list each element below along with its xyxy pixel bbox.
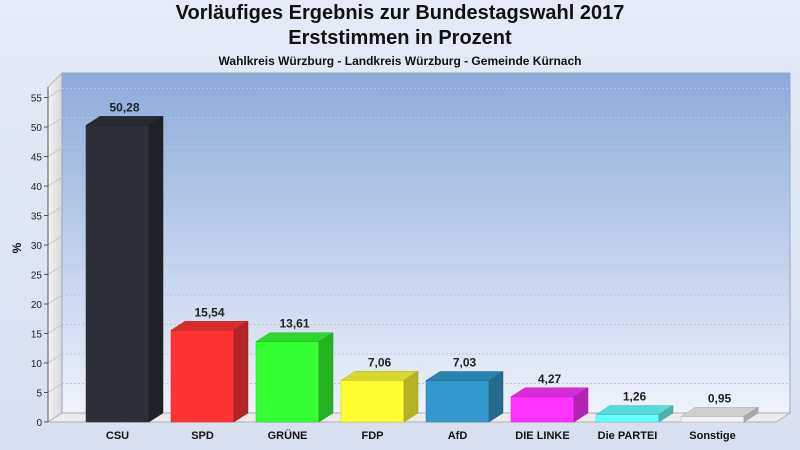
gridline-side [47,206,63,216]
x-tick-label: GRÜNE [268,429,308,442]
data-label: 0,95 [708,391,732,405]
bar-sonstige: 0,95 [680,391,759,423]
data-label: 4,27 [538,372,562,386]
bar-side [318,332,334,423]
bar-front [85,125,150,423]
data-label: 7,03 [453,356,477,370]
y-tick-label: 10 [31,359,43,370]
bar-csu: 50,28 [85,100,164,423]
y-tick-label: 25 [31,271,43,282]
gridline-side [47,176,63,187]
bar-front [680,416,745,423]
x-tick-label: AfD [448,430,468,442]
bar-front [510,396,575,423]
y-tick-label: 45 [31,153,43,164]
y-tick-label: 20 [31,300,43,311]
bar-side [403,370,419,423]
bar-spd: 15,54 [170,305,249,423]
x-tick-label: FDP [362,430,384,442]
y-tick-label: 40 [31,182,43,193]
gridline-side [47,235,63,246]
x-tick-label: Die PARTEI [598,430,658,442]
data-label: 15,54 [194,305,224,319]
x-tick-label: Sonstige [689,430,735,442]
y-tick-label: 0 [36,418,42,429]
gridline-side [47,88,63,98]
bar-afd: 7,03 [425,356,504,423]
data-label: 50,28 [109,100,139,114]
bar-die-partei: 1,26 [595,390,674,423]
x-tick-label: CSU [106,430,129,442]
chart-title: Vorläufiges Ergebnis zur Bundestagswahl … [175,2,625,24]
gridline-side [47,265,63,275]
bar-side [573,387,589,423]
bar-front [595,414,660,423]
chart-region-label: Wahlkreis Würzburg - Landkreis Würzburg … [218,54,582,68]
bar-side [488,371,504,423]
bar-die-linke: 4,27 [510,372,589,423]
gridline-side [47,324,63,334]
data-label: 1,26 [623,390,647,404]
gridline-side [47,294,63,305]
bar-side [148,115,164,423]
bar-front [170,330,235,423]
bar-side [658,405,674,423]
y-tick-label: 15 [31,330,43,341]
y-tick-label: 55 [31,94,43,105]
chart-subtitle: Erststimmen in Prozent [288,27,512,49]
bar-front [255,341,320,423]
bar-side [743,406,759,423]
bar-front [340,380,405,423]
y-tick-label: 30 [31,241,43,252]
bar-grüne: 13,61 [255,317,334,423]
data-label: 7,06 [368,355,392,369]
gridline-side [47,353,63,364]
y-tick-label: 35 [31,212,43,223]
x-tick-label: SPD [191,430,214,442]
y-tick-label: 50 [31,123,43,134]
gridline-side [47,383,63,393]
gridline-side [47,147,63,157]
bar-fdp: 7,06 [340,355,419,423]
data-label: 13,61 [279,317,309,331]
y-tick-label: 5 [36,389,42,400]
y-axis-label: % [10,242,24,253]
x-tick-label: DIE LINKE [515,430,569,442]
gridline-side [47,117,63,128]
bar-side [233,320,249,423]
bar-front [425,380,490,423]
